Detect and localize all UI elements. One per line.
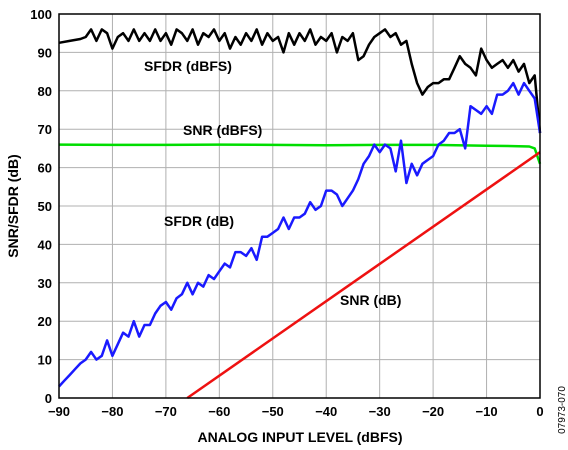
label-snr-dbfs: SNR (dBFS) — [183, 122, 262, 138]
series-line — [58, 81, 542, 388]
series-line — [186, 151, 541, 400]
y-tick-label: 90 — [38, 45, 52, 60]
label-snr-db: SNR (dB) — [340, 292, 401, 308]
label-sfdr-db: SFDR (dB) — [164, 213, 234, 229]
y-tick-label: 60 — [38, 161, 52, 176]
x-tick-label: −30 — [369, 404, 391, 419]
y-tick-label: 0 — [45, 391, 52, 406]
x-tick-label: −70 — [155, 404, 177, 419]
y-tick-label: 80 — [38, 84, 52, 99]
axis-ticks: −90 −80 −70 −60 −50 −40 −30 −20 −10 0 0 10 20 30 40 50 6… — [30, 7, 543, 419]
label-sfdr-dbfs: SFDR (dBFS) — [144, 58, 232, 74]
y-tick-label: 10 — [38, 353, 52, 368]
x-tick-label: −90 — [48, 404, 70, 419]
chart-grid — [59, 14, 540, 398]
x-tick-label: −60 — [208, 404, 230, 419]
y-tick-label: 30 — [38, 276, 52, 291]
series-line — [58, 28, 542, 134]
x-tick-label: −50 — [262, 404, 284, 419]
plot-frame — [58, 13, 541, 399]
x-tick-label: −40 — [315, 404, 337, 419]
series-line — [58, 143, 542, 165]
x-tick-label: −10 — [476, 404, 498, 419]
chart-series — [58, 28, 542, 400]
y-tick-label: 100 — [30, 7, 52, 22]
x-tick-label: −20 — [422, 404, 444, 419]
y-tick-label: 20 — [38, 314, 52, 329]
y-tick-label: 40 — [38, 237, 52, 252]
x-tick-label: −80 — [101, 404, 123, 419]
x-tick-label: 0 — [536, 404, 543, 419]
x-axis-title: ANALOG INPUT LEVEL (dBFS) — [197, 429, 402, 445]
y-tick-label: 50 — [38, 199, 52, 214]
y-axis-title: SNR/SFDR (dB) — [5, 154, 21, 257]
figure-id: 07973-070 — [557, 386, 568, 434]
y-tick-label: 70 — [38, 122, 52, 137]
